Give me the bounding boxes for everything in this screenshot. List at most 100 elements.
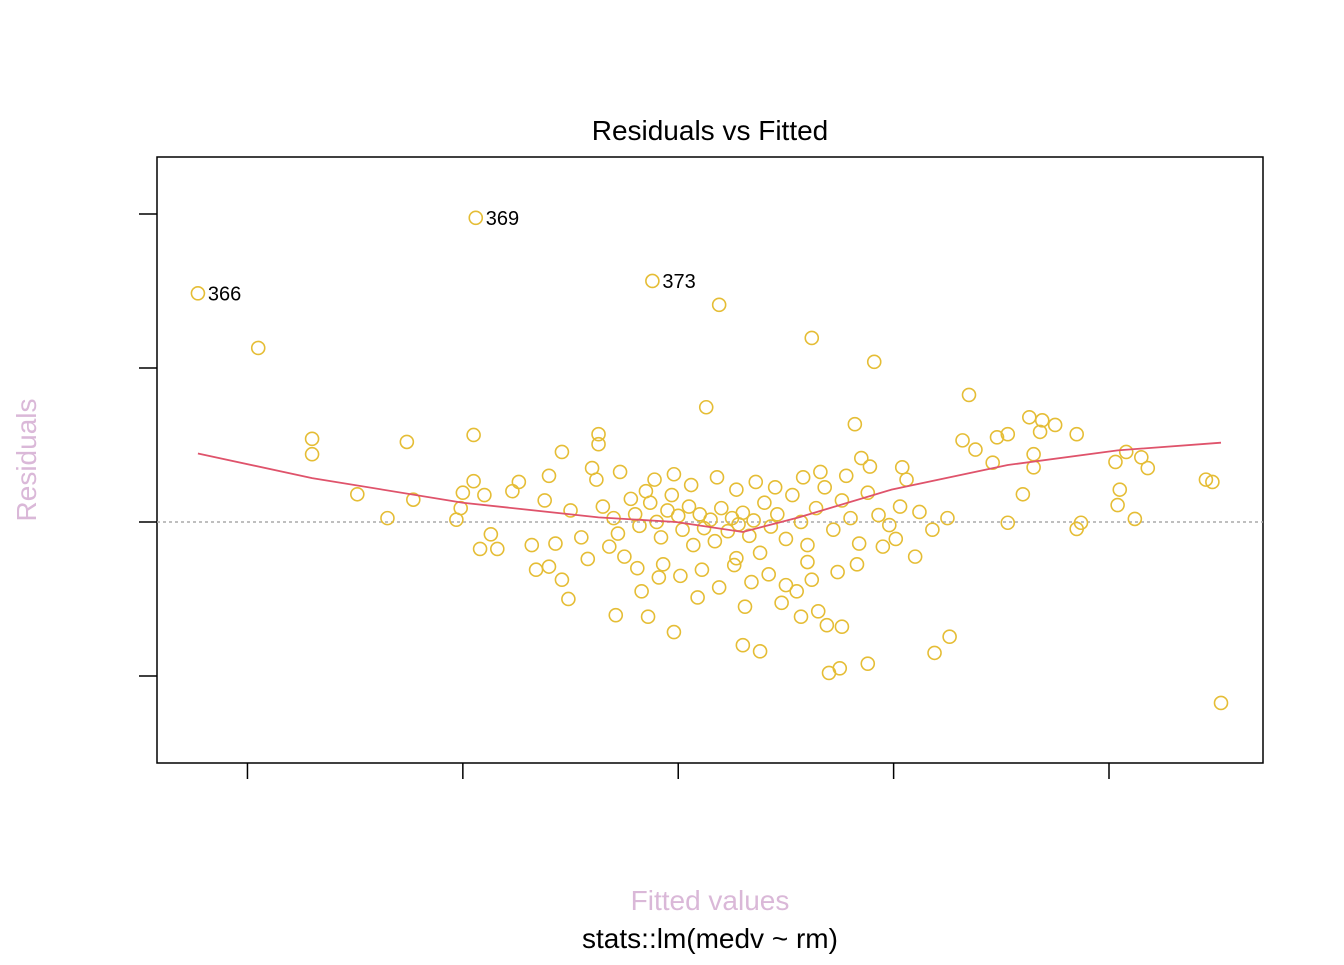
- point: [912, 504, 927, 520]
- point: [804, 572, 820, 588]
- point: [666, 624, 682, 640]
- point: [735, 637, 751, 653]
- point: [591, 436, 606, 452]
- point: [455, 485, 471, 501]
- point: [541, 468, 557, 484]
- point: [505, 483, 520, 499]
- point: [690, 590, 705, 605]
- point: [468, 210, 484, 226]
- point: [871, 507, 886, 523]
- point: [778, 577, 794, 593]
- point: [830, 564, 845, 580]
- point: [399, 434, 415, 450]
- point: [927, 645, 942, 661]
- subtitle: stats::lm(medv ~ rm): [582, 923, 838, 954]
- point: [683, 477, 699, 493]
- point: [617, 549, 632, 564]
- point: [892, 499, 908, 514]
- point: [1198, 472, 1214, 487]
- point: [406, 492, 421, 507]
- point: [862, 459, 878, 474]
- point: [350, 486, 365, 502]
- point: [834, 619, 850, 635]
- y-axis-label: Residuals: [11, 399, 42, 522]
- point: [591, 426, 606, 442]
- point: [808, 500, 824, 516]
- point: [744, 574, 759, 590]
- point: [925, 522, 940, 537]
- point: [1022, 409, 1037, 425]
- point: [673, 568, 688, 584]
- point: [942, 629, 957, 645]
- point: [703, 512, 718, 527]
- point: [670, 508, 686, 524]
- point: [785, 487, 800, 503]
- point: [834, 493, 850, 508]
- point: [804, 330, 820, 346]
- point: [711, 297, 727, 313]
- point: [770, 506, 785, 522]
- point: [686, 537, 701, 553]
- point: [752, 545, 768, 561]
- point: [737, 599, 753, 614]
- point-label: 366: [208, 283, 241, 305]
- point: [800, 554, 815, 570]
- point: [623, 491, 639, 507]
- point: [1047, 417, 1063, 433]
- point: [907, 549, 923, 564]
- point: [524, 537, 540, 553]
- point: [748, 474, 764, 490]
- point: [563, 503, 578, 518]
- point: [894, 460, 910, 475]
- point: [961, 387, 977, 403]
- point: [477, 487, 492, 503]
- point: [752, 644, 768, 659]
- point: [608, 607, 624, 623]
- point: [589, 472, 604, 487]
- point: [742, 528, 757, 544]
- point: [1026, 446, 1041, 462]
- point: [472, 541, 488, 557]
- point: [819, 617, 835, 633]
- point: [664, 487, 680, 503]
- point-label: 369: [486, 208, 519, 230]
- point: [602, 539, 617, 554]
- point: [1073, 515, 1089, 531]
- point-label: 373: [662, 271, 695, 293]
- point: [817, 480, 832, 495]
- point: [666, 466, 682, 482]
- point: [955, 433, 970, 448]
- chart-title: Residuals vs Fitted: [592, 115, 829, 146]
- point: [843, 510, 858, 526]
- point: [795, 470, 811, 485]
- point: [826, 522, 841, 537]
- point: [729, 482, 744, 497]
- point: [714, 500, 729, 516]
- point: [190, 285, 206, 301]
- point: [838, 468, 854, 484]
- point: [888, 531, 904, 547]
- point: [793, 514, 809, 530]
- point: [651, 570, 667, 585]
- point: [304, 446, 320, 462]
- point: [847, 416, 863, 432]
- point: [1112, 482, 1128, 497]
- point: [778, 531, 794, 547]
- point: [1108, 454, 1123, 470]
- point: [490, 541, 505, 557]
- point: [466, 427, 481, 443]
- point: [1110, 497, 1125, 513]
- point: [696, 520, 712, 536]
- point: [757, 495, 772, 511]
- point: [1134, 450, 1149, 465]
- point: [832, 660, 848, 676]
- point: [681, 499, 697, 514]
- point: [640, 609, 656, 624]
- point: [655, 557, 671, 572]
- point: [645, 273, 660, 289]
- point: [968, 442, 983, 457]
- point: [800, 537, 815, 553]
- point: [940, 510, 955, 526]
- point: [1034, 413, 1050, 428]
- point: [989, 429, 1005, 445]
